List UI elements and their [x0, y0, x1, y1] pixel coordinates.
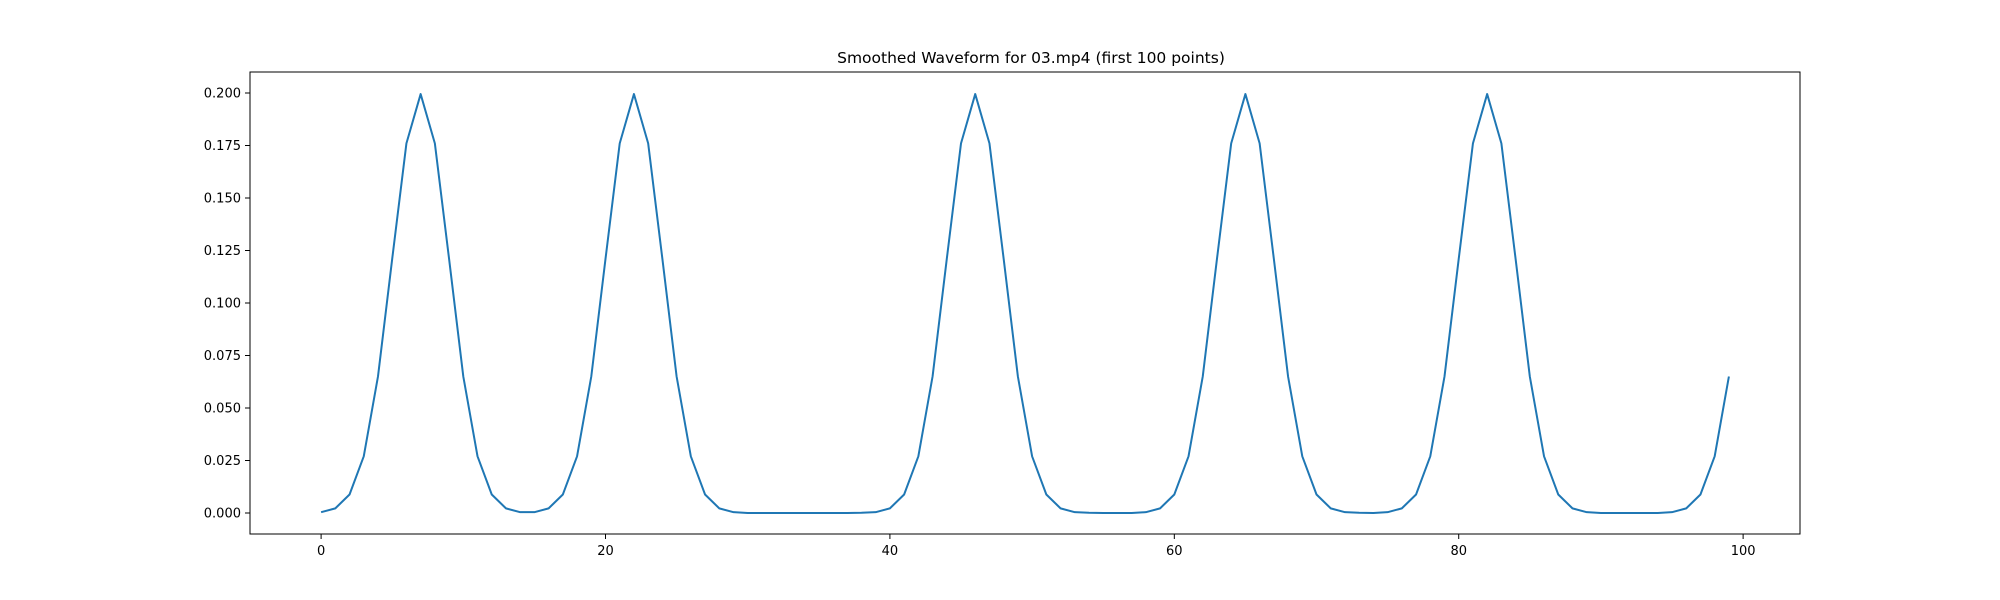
plot-frame	[249, 71, 1801, 535]
x-tick-label: 60	[1166, 544, 1183, 559]
y-tick-label: 0.175	[204, 139, 241, 154]
y-tick-label: 0.050	[204, 402, 241, 417]
x-tick-label: 80	[1450, 544, 1467, 559]
y-tick-label: 0.025	[204, 454, 241, 469]
x-axis: 0 20 40 60 80 100	[317, 534, 1756, 559]
y-tick-label: 0.200	[204, 87, 241, 102]
x-tick-label: 40	[882, 544, 899, 559]
series-line	[320, 93, 1730, 514]
x-tick-label: 100	[1731, 544, 1756, 559]
y-tick-label: 0.000	[204, 507, 241, 522]
y-tick-label: 0.125	[204, 244, 241, 259]
y-tick-label: 0.075	[204, 349, 241, 364]
x-tick-label: 20	[597, 544, 614, 559]
plot-area	[250, 72, 1800, 534]
x-tick-label: 0	[317, 544, 325, 559]
y-tick-label: 0.100	[204, 297, 241, 312]
y-axis: 0.000 0.025 0.050 0.075 0.100 0.125 0.150 0.175…	[204, 87, 250, 522]
chart-title: Smoothed Waveform for 03.mp4 (first 100 …	[837, 49, 1225, 67]
series-layer	[320, 93, 1730, 514]
y-tick-label: 0.150	[204, 192, 241, 207]
